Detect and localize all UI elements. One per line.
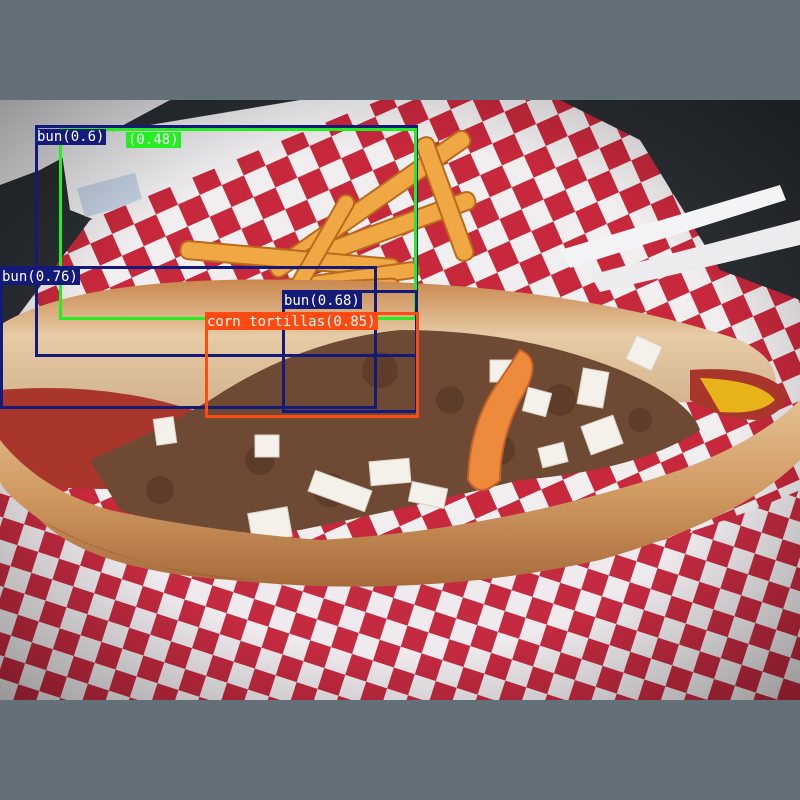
food-photo: [0, 100, 800, 700]
detection-label-bun: bun(0.76): [0, 269, 80, 285]
detection-label-bun: bun(0.68): [282, 293, 362, 309]
detection-label-bun: bun(0.6): [35, 129, 107, 145]
detection-box-bun: [0, 266, 377, 409]
detection-box-corn-tortillas: [205, 312, 419, 418]
detection-label-corn-tortillas: corn tortillas(0.85): [205, 314, 378, 330]
detection-label-unlabeled: (0.48): [126, 132, 181, 148]
